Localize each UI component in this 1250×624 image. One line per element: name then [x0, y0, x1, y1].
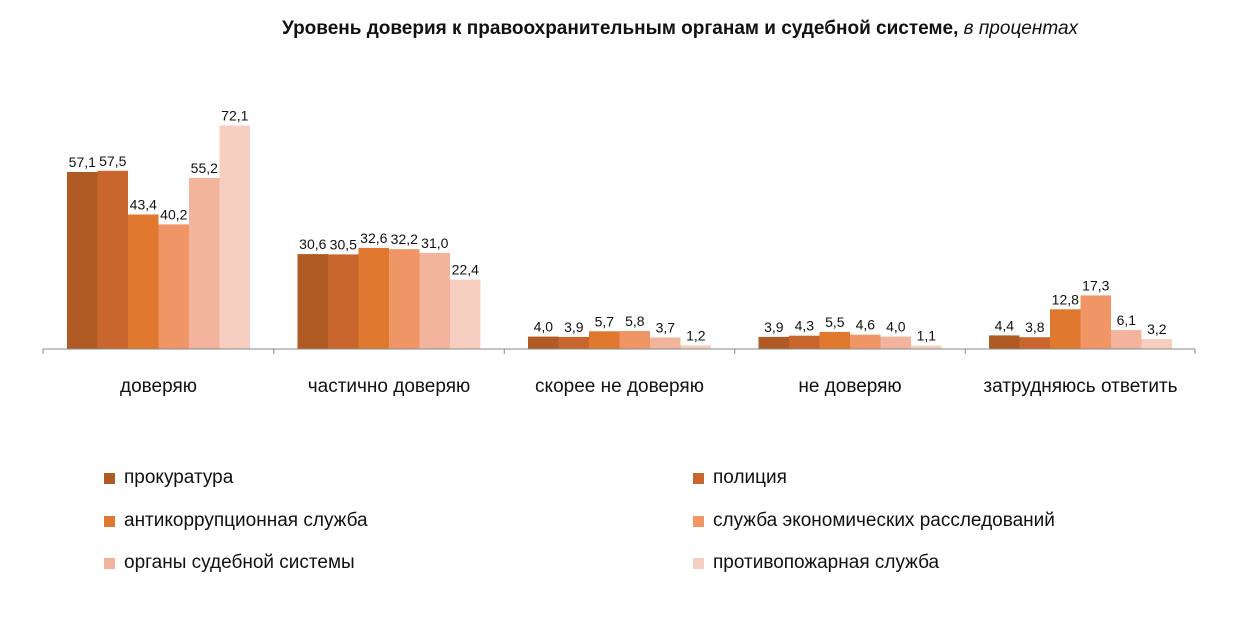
bar-value-label: 32,6	[360, 230, 387, 246]
bar-value-label: 4,3	[795, 318, 815, 334]
bar-value-label: 3,9	[764, 319, 784, 335]
bar-value-label: 3,9	[564, 319, 584, 335]
bar	[528, 336, 559, 349]
legend-label: полиция	[713, 467, 787, 488]
bar-value-label: 4,0	[534, 319, 554, 335]
bar-value-label: 57,5	[99, 153, 126, 169]
bar-value-label: 5,7	[595, 313, 615, 329]
bar-value-label: 3,7	[656, 320, 676, 336]
bar-value-label: 6,1	[1117, 312, 1137, 328]
bar	[1080, 295, 1111, 349]
bar-value-label: 17,3	[1082, 277, 1109, 293]
legend-item-judicial-system: органы судебной системы	[104, 552, 355, 574]
bar	[219, 125, 250, 349]
chart-subtitle: в процентах	[963, 18, 1079, 39]
bar	[758, 336, 789, 349]
bar	[650, 337, 681, 349]
bar-value-label: 31,0	[421, 235, 448, 251]
legend-label: антикоррупционная служба	[124, 510, 368, 531]
bar-value-label: 3,2	[1147, 321, 1167, 337]
legend-label: противопожарная служба	[713, 552, 940, 573]
bar	[680, 345, 711, 349]
bar-value-label: 4,6	[856, 317, 876, 333]
legend-label: органы судебной системы	[124, 552, 355, 573]
bar	[1111, 330, 1142, 349]
bar-value-label: 43,4	[130, 197, 157, 213]
legend-swatch	[104, 472, 115, 484]
bar	[358, 247, 389, 349]
chart-title-text: Уровень доверия к правоохранительным орг…	[281, 18, 959, 39]
bar	[1019, 337, 1050, 349]
bar-value-label: 12,8	[1052, 291, 1079, 307]
bar-value-label: 30,5	[330, 236, 357, 252]
bar-value-label: 4,0	[886, 319, 906, 335]
legend-swatch	[693, 557, 704, 569]
category-label: затрудняюсь ответить	[983, 376, 1177, 397]
legend-swatch	[104, 515, 115, 527]
bar	[880, 336, 911, 349]
bar	[558, 336, 589, 349]
category-label: не доверяю	[798, 376, 901, 397]
bar	[389, 249, 420, 349]
category-label: частично доверяю	[308, 376, 471, 397]
bar	[619, 331, 650, 349]
bar-value-label: 40,2	[160, 206, 187, 222]
bars-layer	[67, 125, 1172, 350]
legend-swatch	[693, 472, 704, 484]
bar-value-label: 3,8	[1025, 319, 1045, 335]
bar-value-label: 1,1	[917, 328, 937, 344]
bar	[789, 335, 820, 349]
legend-swatch	[104, 557, 115, 569]
legend-item-policiya: полиция	[693, 467, 787, 489]
bar	[67, 172, 98, 349]
bar-value-label: 32,2	[391, 231, 418, 247]
bar	[850, 334, 881, 349]
bar	[1050, 309, 1081, 349]
bar	[819, 331, 850, 349]
bar	[589, 331, 620, 349]
bar-value-label: 5,8	[625, 313, 645, 329]
bar	[128, 214, 159, 349]
category-labels-layer: доверяю частично доверяю скорее не доверяю…	[120, 376, 1178, 397]
bar	[1141, 339, 1172, 349]
bar-value-label: 1,2	[686, 327, 706, 343]
bar	[328, 254, 359, 349]
bar	[297, 254, 328, 349]
x-axis	[42, 348, 1196, 354]
bar-value-label: 4,4	[995, 317, 1015, 333]
legend-label: прокуратура	[124, 467, 234, 488]
bar	[911, 345, 942, 349]
chart-title: Уровень доверия к правоохранительным орг…	[0, 18, 1250, 40]
bar	[450, 279, 481, 349]
legend-item-economic-investigations: служба экономических расследований	[693, 510, 1055, 532]
bar-value-label: 72,1	[221, 108, 248, 124]
bar	[189, 177, 220, 349]
bar-value-label: 5,5	[825, 314, 845, 330]
bar	[158, 224, 189, 349]
bar	[419, 252, 450, 349]
value-labels-layer: 57,1 57,5 43,440,2 55,2 72,1 30,6 30,5 32,6 32,2…	[69, 108, 1167, 344]
legend-item-prokuratura: прокуратура	[104, 467, 233, 489]
legend-label: служба экономических расследований	[713, 510, 1055, 531]
legend-item-anticorruption: антикоррупционная служба	[104, 510, 368, 532]
legend-swatch	[693, 515, 704, 527]
category-label: скорее не доверяю	[535, 376, 704, 397]
category-label: доверяю	[120, 376, 197, 397]
bar-value-label: 57,1	[69, 154, 96, 170]
bar	[989, 335, 1020, 349]
bar-value-label: 30,6	[299, 236, 326, 252]
legend-item-fire-service: противопожарная служба	[693, 552, 939, 574]
bar	[97, 170, 128, 350]
bar-value-label: 55,2	[191, 160, 218, 176]
bar-value-label: 22,4	[452, 262, 479, 278]
